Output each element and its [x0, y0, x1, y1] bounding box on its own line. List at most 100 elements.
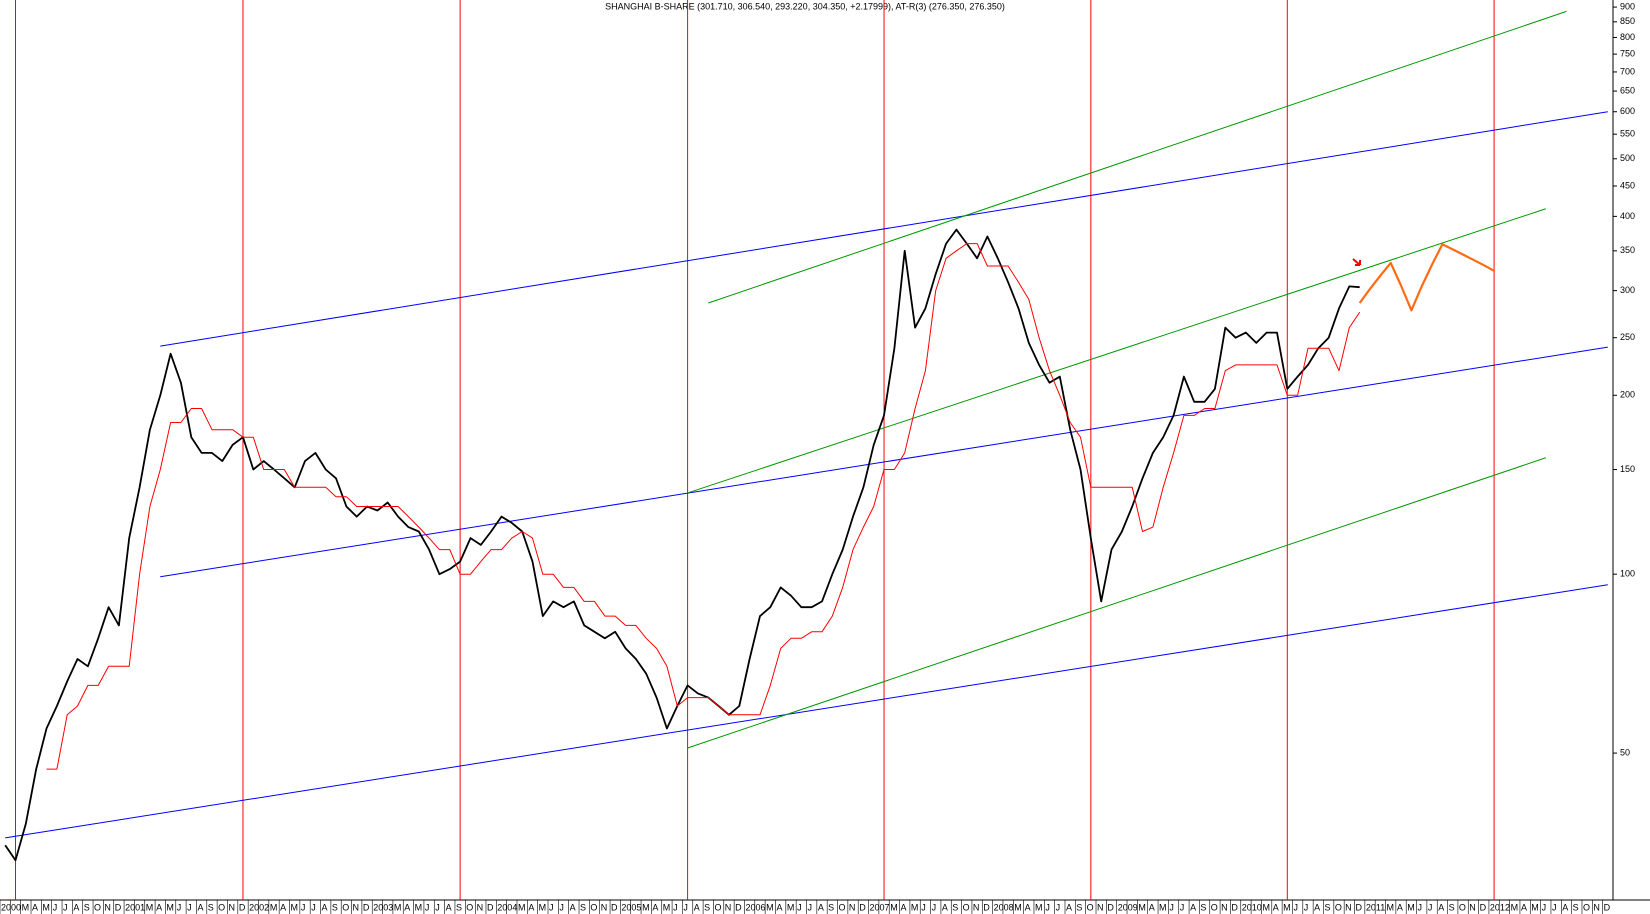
x-tick-label: A — [1521, 902, 1527, 912]
x-tick-label: S — [1200, 902, 1206, 912]
trend-line — [5, 584, 1608, 839]
x-tick-label: S — [704, 902, 710, 912]
x-tick-label: M — [663, 902, 671, 912]
x-tick-label: M — [1262, 902, 1270, 912]
trend-line — [708, 10, 1567, 304]
x-tick-label: J — [797, 902, 802, 912]
x-tick-label: M — [766, 902, 774, 912]
x-tick-label: N — [973, 902, 980, 912]
y-tick-label: 700 — [1620, 66, 1635, 76]
x-tick-label: S — [580, 902, 586, 912]
y-tick-label: 200 — [1620, 390, 1635, 400]
x-tick-label: J — [921, 902, 926, 912]
y-tick-label: 350 — [1620, 245, 1635, 255]
x-tick-label: O — [1583, 902, 1590, 912]
x-tick-label: A — [570, 902, 576, 912]
x-tick-label: 2004 — [497, 902, 517, 912]
x-tick-label: J — [1169, 902, 1174, 912]
x-tick-label: N — [1097, 902, 1104, 912]
x-tick-label: A — [776, 902, 782, 912]
x-tick-label: D — [487, 902, 494, 912]
x-tick-label: O — [590, 902, 597, 912]
x-tick-label: M — [415, 902, 423, 912]
x-tick-label: A — [1397, 902, 1403, 912]
x-tick-label: M — [1531, 902, 1539, 912]
x-tick-label: A — [901, 902, 907, 912]
x-tick-label: O — [94, 902, 101, 912]
x-tick-label: J — [1293, 902, 1298, 912]
x-tick-label: J — [311, 902, 316, 912]
x-tick-label: D — [363, 902, 370, 912]
x-tick-label: D — [983, 902, 990, 912]
x-tick-label: A — [32, 902, 38, 912]
x-tick-label: J — [1418, 902, 1423, 912]
x-tick-label: A — [1066, 902, 1072, 912]
y-tick-label: 400 — [1620, 211, 1635, 221]
x-tick-label: 2007 — [870, 902, 890, 912]
x-tick-label: D — [1480, 902, 1487, 912]
x-tick-label: N — [477, 902, 484, 912]
x-tick-label: O — [1087, 902, 1094, 912]
x-tick-label: M — [1283, 902, 1291, 912]
x-tick-label: S — [332, 902, 338, 912]
x-tick-label: J — [435, 902, 440, 912]
x-tick-label: S — [828, 902, 834, 912]
x-tick-label: A — [446, 902, 452, 912]
chart-title: SHANGHAI B-SHARE (301.710, 306.540, 293.… — [605, 1, 1005, 11]
x-tick-label: M — [911, 902, 919, 912]
x-tick-label: J — [1542, 902, 1547, 912]
x-tick-label: 2010 — [1242, 902, 1262, 912]
x-tick-label: M — [890, 902, 898, 912]
x-tick-label: M — [1159, 902, 1167, 912]
x-tick-label: J — [1056, 902, 1061, 912]
x-tick-label: D — [611, 902, 618, 912]
x-tick-label: 2009 — [1118, 902, 1138, 912]
y-tick-label: 800 — [1620, 32, 1635, 42]
x-tick-label: O — [466, 902, 473, 912]
x-tick-label: M — [1138, 902, 1146, 912]
x-tick-label: S — [952, 902, 958, 912]
y-tick-label: 650 — [1620, 85, 1635, 95]
x-tick-label: D — [1231, 902, 1238, 912]
x-tick-label: A — [156, 902, 162, 912]
x-tick-label: O — [1335, 902, 1342, 912]
x-tick-label: S — [1573, 902, 1579, 912]
x-tick-label: M — [518, 902, 526, 912]
x-tick-label: O — [714, 902, 721, 912]
x-tick-label: M — [22, 902, 30, 912]
trend-line — [687, 457, 1546, 749]
x-tick-label: O — [218, 902, 225, 912]
y-tick-label: 450 — [1620, 180, 1635, 190]
x-tick-label: O — [1211, 902, 1218, 912]
x-tick-label: A — [197, 902, 203, 912]
series-line — [46, 243, 1361, 770]
x-tick-label: M — [1014, 902, 1022, 912]
x-tick-label: D — [1356, 902, 1363, 912]
x-tick-label: S — [456, 902, 462, 912]
x-tick-label: A — [322, 902, 328, 912]
x-tick-label: J — [425, 902, 430, 912]
x-tick-label: N — [104, 902, 111, 912]
x-tick-label: J — [1045, 902, 1050, 912]
y-tick-label: 550 — [1620, 129, 1635, 139]
x-tick-label: 2005 — [621, 902, 641, 912]
x-tick-label: D — [115, 902, 122, 912]
x-tick-label: A — [1438, 902, 1444, 912]
x-tick-label: N — [1345, 902, 1352, 912]
trend-line — [687, 208, 1546, 494]
y-tick-label: 600 — [1620, 106, 1635, 116]
x-tick-label: N — [228, 902, 235, 912]
x-tick-label: M — [270, 902, 278, 912]
x-tick-label: A — [1149, 902, 1155, 912]
x-tick-label: N — [1469, 902, 1476, 912]
x-tick-label: J — [549, 902, 554, 912]
x-tick-label: 2006 — [745, 902, 765, 912]
y-tick-label: 850 — [1620, 16, 1635, 26]
x-tick-label: J — [673, 902, 678, 912]
x-tick-label: M — [166, 902, 174, 912]
x-tick-label: S — [1449, 902, 1455, 912]
annotation-arrow — [1352, 258, 1361, 266]
y-tick-label: 900 — [1620, 1, 1635, 11]
